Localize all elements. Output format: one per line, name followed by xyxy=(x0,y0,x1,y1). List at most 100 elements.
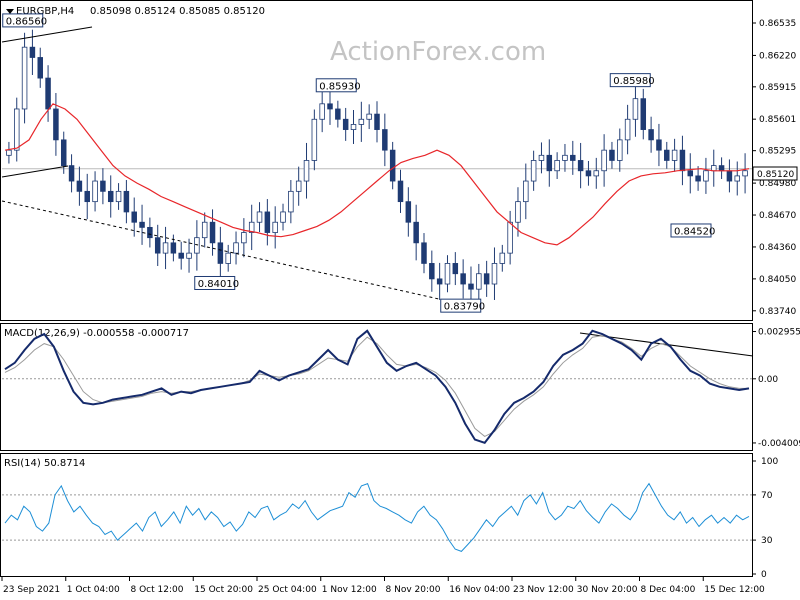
candle xyxy=(734,161,741,196)
macd-y-axis: 0.002955 0.00 -0.004009 xyxy=(752,328,800,449)
candle xyxy=(648,116,654,153)
candle xyxy=(209,209,216,256)
candle xyxy=(444,255,451,293)
candle xyxy=(107,175,114,218)
candle xyxy=(554,152,560,179)
price-tick-label: 0.85601 xyxy=(759,115,796,125)
candle xyxy=(92,171,98,212)
candle xyxy=(562,143,568,172)
candle xyxy=(37,47,43,88)
candle xyxy=(695,166,701,191)
candle xyxy=(123,180,130,224)
candle xyxy=(570,140,576,175)
dropdown-triangle-icon[interactable] xyxy=(6,9,14,14)
candle xyxy=(507,210,513,265)
candle xyxy=(491,247,498,300)
time-tick-label: 15 Oct 20:00 xyxy=(194,585,253,595)
candle xyxy=(162,226,169,270)
candle xyxy=(280,203,286,231)
candle xyxy=(115,183,122,210)
candle xyxy=(217,226,224,280)
price-tick-label: 0.85915 xyxy=(759,83,796,93)
candle xyxy=(601,134,607,187)
candle xyxy=(389,141,396,190)
candle xyxy=(256,202,263,233)
rsi-tick-label: 100 xyxy=(761,457,778,467)
candle xyxy=(21,32,28,124)
svg-text:0.85930: 0.85930 xyxy=(319,81,360,92)
candle xyxy=(335,100,341,128)
time-x-axis: 23 Sep 2021 1 Oct 04:00 8 Oct 12:00 15 Oct … xyxy=(1,577,765,595)
svg-text:0.84010: 0.84010 xyxy=(198,279,239,290)
rsi-tick-label: 0 xyxy=(761,570,767,580)
candle xyxy=(585,160,592,186)
candle xyxy=(413,204,419,261)
price-annotation: 0.85980 xyxy=(609,73,655,88)
candle xyxy=(241,218,247,258)
price-tick-label: 0.84360 xyxy=(759,243,796,253)
candle xyxy=(593,157,600,189)
candle xyxy=(640,88,647,140)
svg-text:0.83790: 0.83790 xyxy=(444,302,485,313)
price-annotation: 0.86560 xyxy=(2,13,47,27)
macd-series xyxy=(2,329,752,444)
candle xyxy=(13,97,20,162)
candle xyxy=(84,173,90,220)
price-title: EURGBP,H4 xyxy=(16,6,74,17)
price-annotation: 0.83790 xyxy=(440,298,485,313)
moving-average-line xyxy=(4,103,750,246)
candle xyxy=(186,238,192,273)
candle xyxy=(303,142,310,199)
candle xyxy=(742,153,748,194)
channel-upper-line[interactable] xyxy=(1,26,93,43)
channel-lower-line[interactable] xyxy=(1,165,69,178)
time-tick-label: 1 Nov 12:00 xyxy=(322,585,377,595)
candle xyxy=(397,169,404,213)
support-dashed-line[interactable] xyxy=(1,200,471,307)
time-tick-label: 30 Nov 20:00 xyxy=(577,585,638,595)
price-y-axis: 0.86535 0.86220 0.85915 0.85601 0.85295 0.849… xyxy=(752,19,796,317)
rsi-y-axis: 100 70 30 0 xyxy=(752,457,778,580)
candle xyxy=(515,187,521,237)
candle xyxy=(523,163,529,220)
rsi-tick-label: 30 xyxy=(761,536,773,546)
candle xyxy=(632,81,639,137)
candle xyxy=(327,87,333,125)
candle xyxy=(617,128,623,172)
candle xyxy=(178,241,184,270)
candle xyxy=(460,259,466,299)
svg-text:0.84520: 0.84520 xyxy=(674,226,715,237)
candle xyxy=(76,166,83,206)
price-series xyxy=(2,29,752,307)
time-tick-label: 15 Dec 12:00 xyxy=(704,585,765,595)
svg-text:0.85120: 0.85120 xyxy=(757,170,794,180)
price-tick-label: 0.86220 xyxy=(759,51,796,61)
candle xyxy=(577,142,584,189)
macd-panel xyxy=(0,323,753,451)
last-price-marker: 0.85120 xyxy=(752,166,798,181)
time-tick-label: 8 Oct 12:00 xyxy=(131,585,184,595)
time-tick-label: 8 Dec 04:00 xyxy=(641,585,696,595)
candle xyxy=(350,110,357,144)
price-tick-label: 0.84050 xyxy=(759,275,796,285)
time-tick-label: 8 Nov 20:00 xyxy=(386,585,441,595)
price-annotation: 0.84520 xyxy=(670,223,715,238)
candle xyxy=(530,150,537,191)
macd-title: MACD(12,26,9) -0.000558 -0.000717 xyxy=(4,328,189,339)
candle xyxy=(45,65,51,122)
time-tick-label: 16 Nov 04:00 xyxy=(449,585,510,595)
candle xyxy=(382,113,388,167)
candle xyxy=(421,233,427,274)
macd-tick-label: 0.00 xyxy=(758,375,778,385)
price-panel xyxy=(0,0,753,321)
svg-text:0.86560: 0.86560 xyxy=(6,16,47,27)
candle xyxy=(342,107,349,141)
rsi-tick-label: 70 xyxy=(761,491,773,501)
macd-tick-label: -0.004009 xyxy=(758,439,800,449)
candle xyxy=(624,104,631,155)
candle xyxy=(233,231,239,265)
candle xyxy=(68,154,75,193)
price-ohlc: 0.85098 0.85124 0.85085 0.85120 xyxy=(90,6,265,17)
price-tick-label: 0.84670 xyxy=(759,211,796,221)
